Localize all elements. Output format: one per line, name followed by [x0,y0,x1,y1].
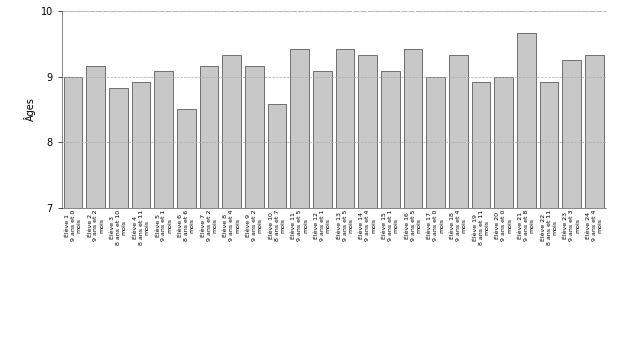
Bar [109,88,128,208]
Bar [381,71,400,208]
Bar [313,71,332,208]
Bar [517,33,536,208]
Bar [494,76,513,208]
Bar [585,55,604,208]
Bar [562,60,581,208]
Bar [404,49,422,208]
Y-axis label: Âges: Âges [24,98,36,121]
Bar [449,55,468,208]
Bar [222,55,241,208]
Bar [268,104,286,208]
Bar [472,82,490,208]
Bar [87,66,105,208]
Bar [200,66,218,208]
Bar [540,82,558,208]
Bar [358,55,377,208]
Bar [336,49,354,208]
Bar [426,76,445,208]
Bar [290,49,309,208]
Bar [132,82,150,208]
Bar [245,66,264,208]
Bar [177,109,196,208]
Bar [154,71,173,208]
Bar [64,76,82,208]
